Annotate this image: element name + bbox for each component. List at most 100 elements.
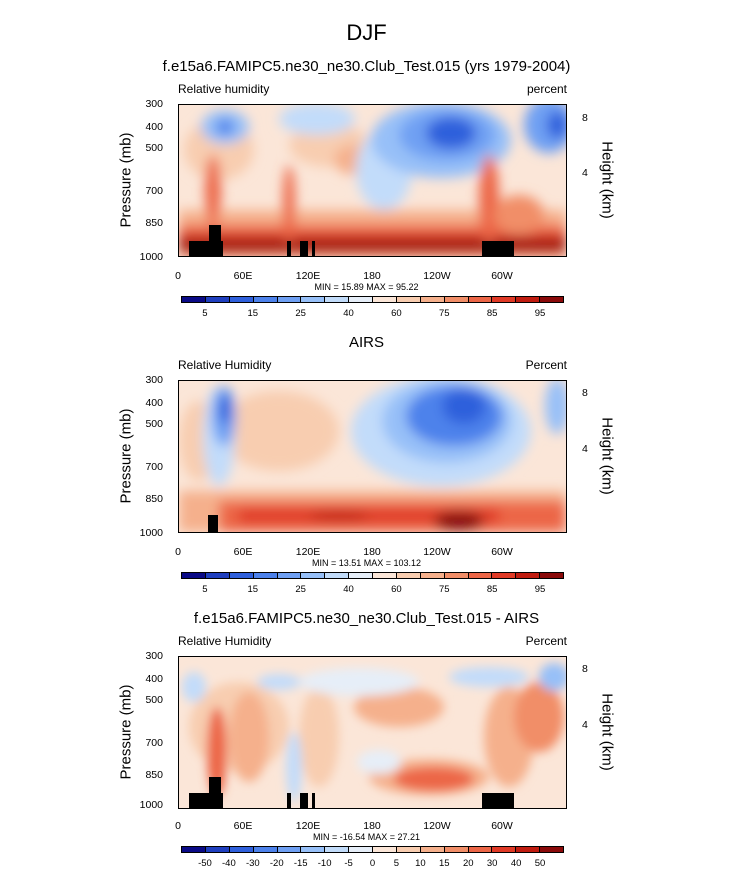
units-label: Percent [525, 634, 567, 648]
colorbar-label: 0 [369, 858, 376, 869]
x-tick: 120W [423, 546, 451, 558]
colorbar-swatch [396, 297, 421, 302]
terrain-block [312, 241, 315, 256]
colorbar-swatch [182, 847, 206, 852]
main-title: DJF [346, 20, 387, 45]
colorbar-swatch [540, 297, 563, 302]
colorbar-label: 60 [391, 308, 402, 319]
colorbar-label: 10 [415, 858, 426, 869]
negative-bias [182, 672, 206, 702]
plot-area [178, 104, 567, 257]
y-tick: 300 [145, 650, 163, 662]
colorbar-label: 5 [202, 308, 208, 319]
colorbar-swatch [349, 297, 373, 302]
y2-axis-label: Height (km) [598, 141, 616, 219]
x-tick: 180 [363, 546, 381, 558]
colorbar-swatch [420, 573, 445, 578]
negative-bias [257, 674, 301, 690]
colorbar-label: 40 [343, 584, 354, 595]
colorbar-swatch [396, 847, 421, 852]
colorbar-swatch [420, 297, 445, 302]
negative-bias [449, 667, 529, 687]
colorbar-label: -15 [293, 858, 308, 869]
terrain-block [482, 241, 514, 256]
dry-region [545, 381, 566, 434]
colorbar-label: 15 [247, 584, 259, 595]
positive-bias [229, 692, 269, 782]
colorbar-swatch [229, 847, 254, 852]
colorbar-label: 25 [295, 308, 306, 319]
colorbar-swatch [444, 573, 469, 578]
colorbar-swatch [468, 847, 493, 852]
topography-mask [189, 777, 514, 808]
positive-bias [514, 682, 564, 752]
y-axis-label: Pressure (mb) [117, 684, 135, 780]
topography-mask [208, 515, 218, 532]
y-axis-label: Pressure (mb) [117, 132, 135, 228]
colorbar-swatch [349, 573, 373, 578]
plot-area [178, 656, 567, 809]
y-tick: 400 [145, 397, 163, 409]
y2-tick: 4 [582, 719, 588, 731]
colorbar-label: 15 [439, 858, 450, 869]
panel-title: f.e15a6.FAMIPC5.ne30_ne30.Club_Test.015 … [162, 58, 571, 75]
colorbar-label: 25 [295, 584, 306, 595]
terrain-block [300, 793, 308, 808]
colorbar-swatch [444, 297, 469, 302]
colorbar-label: 20 [462, 858, 474, 869]
colorbar-swatch [540, 573, 563, 578]
x-tick: 60W [491, 546, 513, 558]
convection-column [283, 165, 295, 245]
variable-label: Relative Humidity [178, 358, 272, 372]
colorbar-swatch [205, 847, 230, 852]
colorbar-label: 95 [534, 584, 546, 595]
colorbar-swatch [301, 297, 326, 302]
x-tick: 120W [423, 270, 451, 282]
colorbar-swatch [182, 573, 206, 578]
colorbar [181, 572, 564, 579]
heatmap [179, 105, 566, 256]
x-tick: 60W [491, 820, 513, 832]
min-max-label: MIN = -16.54 MAX = 27.21 [312, 832, 421, 842]
colorbar-swatch [301, 847, 326, 852]
colorbar-swatch [373, 297, 397, 302]
colorbar-label: 50 [534, 858, 546, 869]
y-tick: 1000 [139, 799, 163, 811]
dry-core [426, 117, 476, 149]
x-tick: 120W [423, 820, 451, 832]
dry-region [279, 105, 355, 135]
x-tick: 60E [233, 270, 253, 282]
colorbar-swatch [277, 297, 302, 302]
dry-core [442, 388, 486, 424]
positive-bias [354, 687, 444, 727]
colorbar-swatch [420, 847, 445, 852]
units-label: Percent [525, 358, 567, 372]
colorbar-swatch [373, 573, 397, 578]
colorbar [181, 296, 564, 303]
negative-bias [357, 750, 401, 774]
x-tick: 0 [175, 270, 181, 282]
x-tick: 0 [175, 546, 181, 558]
colorbar-swatch [277, 573, 302, 578]
colorbar-swatch [468, 297, 493, 302]
colorbar-swatch [444, 847, 469, 852]
colorbar-label: -30 [245, 858, 260, 869]
dry-core [219, 394, 231, 424]
y-tick: 300 [145, 98, 163, 110]
colorbar-label: 15 [247, 308, 259, 319]
heatmap [179, 657, 566, 808]
y2-axis-label: Height (km) [598, 417, 616, 495]
terrain-block [287, 793, 291, 808]
y-tick: 700 [145, 185, 163, 197]
colorbar-label: 40 [343, 308, 354, 319]
y-tick: 850 [145, 217, 163, 229]
colorbar-label: 85 [486, 308, 498, 319]
terrain-block [300, 241, 308, 256]
boundary-layer-max [179, 243, 566, 251]
variable-label: Relative Humidity [178, 634, 272, 648]
terrain-block [312, 793, 315, 808]
y2-tick: 8 [582, 387, 588, 399]
colorbar-swatch [396, 573, 421, 578]
positive-bias [394, 767, 474, 791]
humid-region [219, 391, 339, 471]
